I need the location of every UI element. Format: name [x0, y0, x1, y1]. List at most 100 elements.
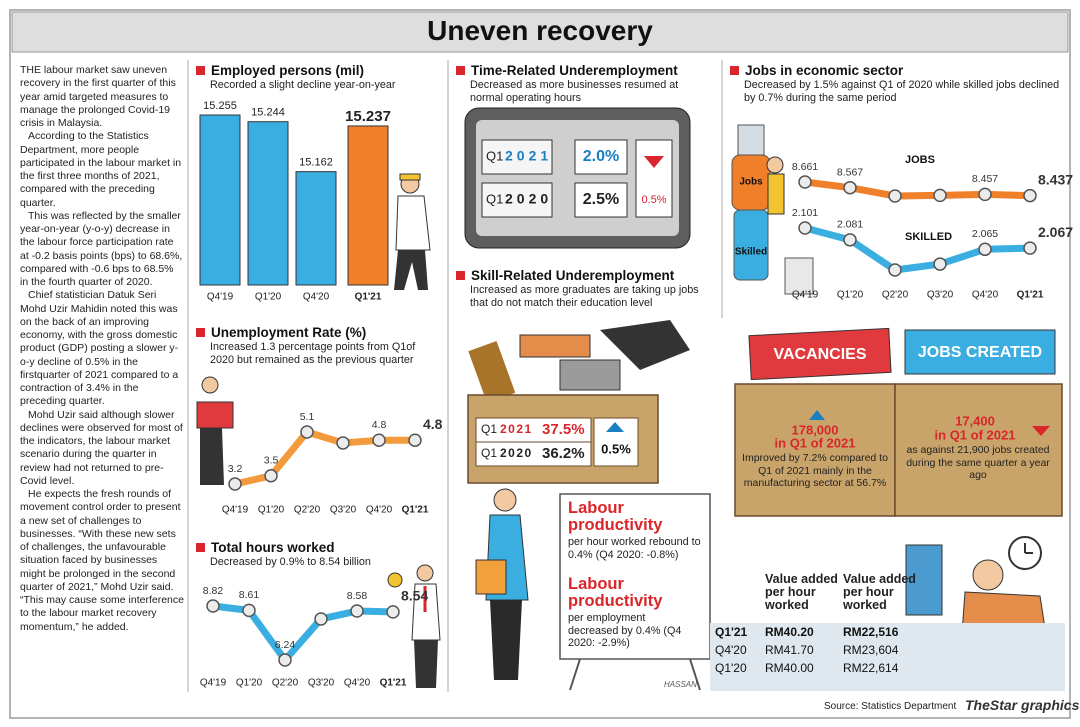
bar [199, 114, 241, 286]
x-tick-label: Q4'20 [366, 505, 393, 516]
panel-subtitle: Increased 1.3 percentage points from Q1o… [210, 341, 416, 366]
legend-label: JOBS [905, 154, 935, 166]
x-tick-label: Q4'19 [222, 505, 249, 516]
value-label: 8.82 [203, 585, 224, 597]
bar [295, 171, 337, 286]
value-label: 8.437 [1038, 171, 1073, 187]
value-label: 6.24 [275, 639, 296, 651]
x-tick-label: Q1'21 [380, 678, 407, 689]
table-cell: RM22,614 [843, 661, 899, 675]
value-label: 3.2 [228, 463, 243, 475]
panel-subtitle: Recorded a slight decline year-on-year [210, 79, 396, 91]
cell: 36.2% [542, 445, 585, 462]
panel-subtitle: Decreased by 1.5% against Q1 of 2020 whi… [744, 79, 1060, 104]
value-label: 8.567 [837, 166, 863, 178]
worker-illustration [394, 173, 431, 290]
data-point [843, 180, 857, 195]
box-number: 17,400 [955, 413, 995, 428]
value-label: 2.101 [792, 207, 818, 219]
value-label: 8.661 [792, 161, 818, 173]
table-cell: Q1'20 [715, 661, 747, 675]
data-point [350, 604, 364, 618]
x-tick-label: Q3'20 [927, 290, 954, 301]
jobs-created-text: as against 21,900 jobs created during th… [906, 444, 1050, 481]
paragraph: THE labour market saw uneven recovery in… [20, 64, 176, 129]
credit: TheStar graphics [965, 697, 1080, 713]
bottle-illustration [731, 124, 814, 295]
value-label: 5.1 [300, 411, 315, 423]
data-point [228, 477, 242, 491]
x-tick-label: Q2'20 [294, 505, 321, 516]
value-label: 8.54 [401, 588, 428, 604]
x-tick-label: Q2'20 [272, 678, 299, 689]
productivity-title: Labour productivity [568, 575, 663, 610]
x-tick-label: Q3'20 [330, 505, 357, 516]
panel-title: Employed persons (mil) [196, 63, 364, 78]
productivity-title: Labour productivity [568, 499, 663, 534]
x-tick-label: Q1'20 [837, 290, 864, 301]
cell: Q1 [481, 422, 497, 436]
change: 0.5% [601, 441, 631, 456]
x-tick-label: Q1'20 [255, 292, 282, 303]
x-tick-label: Q1'20 [258, 505, 285, 516]
table-header: Value added per hour worked [765, 572, 838, 612]
paragraph: He expects the fresh rounds of movement … [20, 488, 184, 633]
paragraph: Chief statistician Datuk Seri Mohd Uzir … [20, 289, 179, 408]
data-point [888, 263, 902, 277]
box-number: 178,000 [792, 422, 839, 437]
cell: Q1 [481, 446, 497, 460]
bottle-label: Skilled [735, 247, 767, 258]
table-cell: RM22,516 [843, 625, 899, 639]
source: Source: Statistics Department [824, 701, 957, 712]
paragraph: This was reflected by the smaller year-o… [20, 209, 183, 288]
panel-subtitle: Decreased by 0.9% to 8.54 billion [210, 556, 371, 568]
data-point [978, 242, 992, 257]
data-point [408, 433, 422, 447]
x-tick-label: Q4'19 [792, 290, 819, 301]
value-label: 2.081 [837, 219, 863, 231]
table-cell: RM40.00 [765, 661, 814, 675]
vacancy-boxes [734, 327, 1063, 517]
data-point [798, 175, 812, 189]
up-arrow [809, 410, 825, 420]
table-cell: RM41.70 [765, 643, 814, 657]
cell: 2020 [505, 191, 552, 207]
data-point [933, 188, 947, 203]
data-point [933, 257, 947, 271]
panel-title: Jobs in economic sector [730, 63, 903, 78]
cell: 2020 [500, 446, 533, 460]
box-period: in Q1 of 2021 [775, 435, 856, 450]
box-title: VACANCIES [773, 346, 866, 363]
article: THE labour market saw uneven recovery in… [20, 64, 184, 634]
data-point [843, 233, 857, 247]
value-label: 4.8 [423, 416, 443, 432]
cell: 37.5% [542, 421, 585, 438]
table-cell: RM23,604 [843, 643, 899, 657]
x-tick-label: Q1'21 [402, 505, 429, 516]
data-point [372, 433, 386, 447]
table-cell: Q1'21 [715, 625, 748, 639]
data-point [336, 436, 350, 450]
cell: 2.0% [583, 148, 619, 165]
data-point [798, 221, 812, 235]
x-tick-label: Q1'20 [236, 678, 263, 689]
x-tick-label: Q4'20 [344, 678, 371, 689]
data-point [888, 189, 902, 203]
panel-subtitle: Decreased as more businesses resumed at … [470, 79, 679, 104]
title-bar [11, 11, 1069, 53]
signature: HASSAN [664, 680, 697, 689]
x-tick-label: Q1'21 [355, 292, 382, 303]
x-tick-label: Q2'20 [882, 290, 909, 301]
data-point [1023, 188, 1037, 203]
panel-title: Total hours worked [196, 540, 335, 555]
data-point [242, 603, 256, 618]
cell: 2021 [500, 422, 533, 436]
x-tick-label: Q4'20 [972, 290, 999, 301]
paragraph: Mohd Uzir said although slower declines … [20, 408, 183, 487]
value-label: 8.457 [972, 173, 998, 185]
up-arrow [606, 422, 624, 432]
data-point [264, 469, 278, 483]
bottle-label: Jobs [739, 177, 763, 188]
value-label: 8.61 [239, 589, 260, 601]
